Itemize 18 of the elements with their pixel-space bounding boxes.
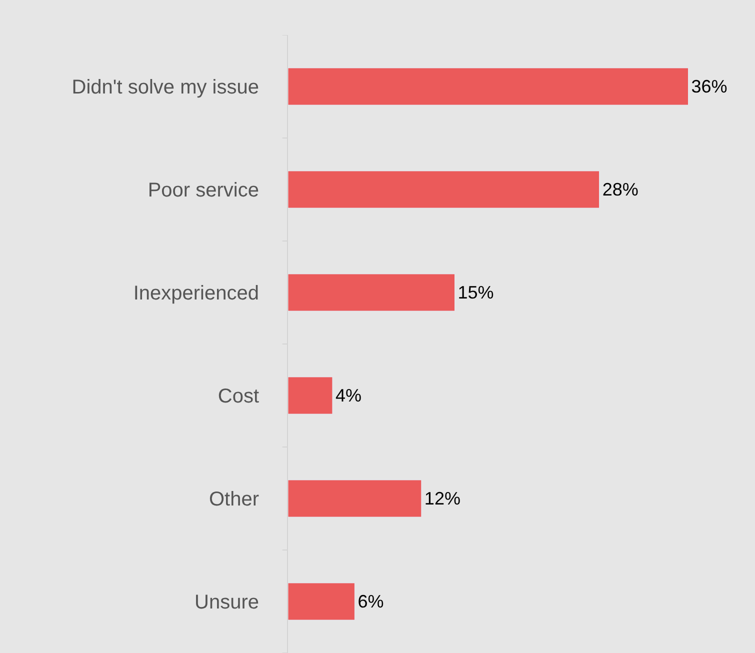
y-tick-label: Poor service [148,180,259,202]
bar [288,376,333,414]
data-label: 6% [358,592,384,612]
bar [288,68,689,106]
data-label: 36% [691,76,728,96]
bar [288,582,355,620]
bar [288,480,422,518]
data-label: 4% [335,386,362,406]
y-tick-label: Unsure [194,592,259,614]
y-tick-label: Inexperienced [133,282,259,304]
bar [288,170,600,208]
data-label: 28% [602,180,638,200]
y-tick-label: Other [208,488,260,510]
bar [288,274,456,312]
y-tick-label: Cost [218,386,260,408]
y-tick-label: Didn't solve my issue [72,76,259,98]
data-label: 15% [458,282,494,302]
data-label: 12% [424,488,460,508]
